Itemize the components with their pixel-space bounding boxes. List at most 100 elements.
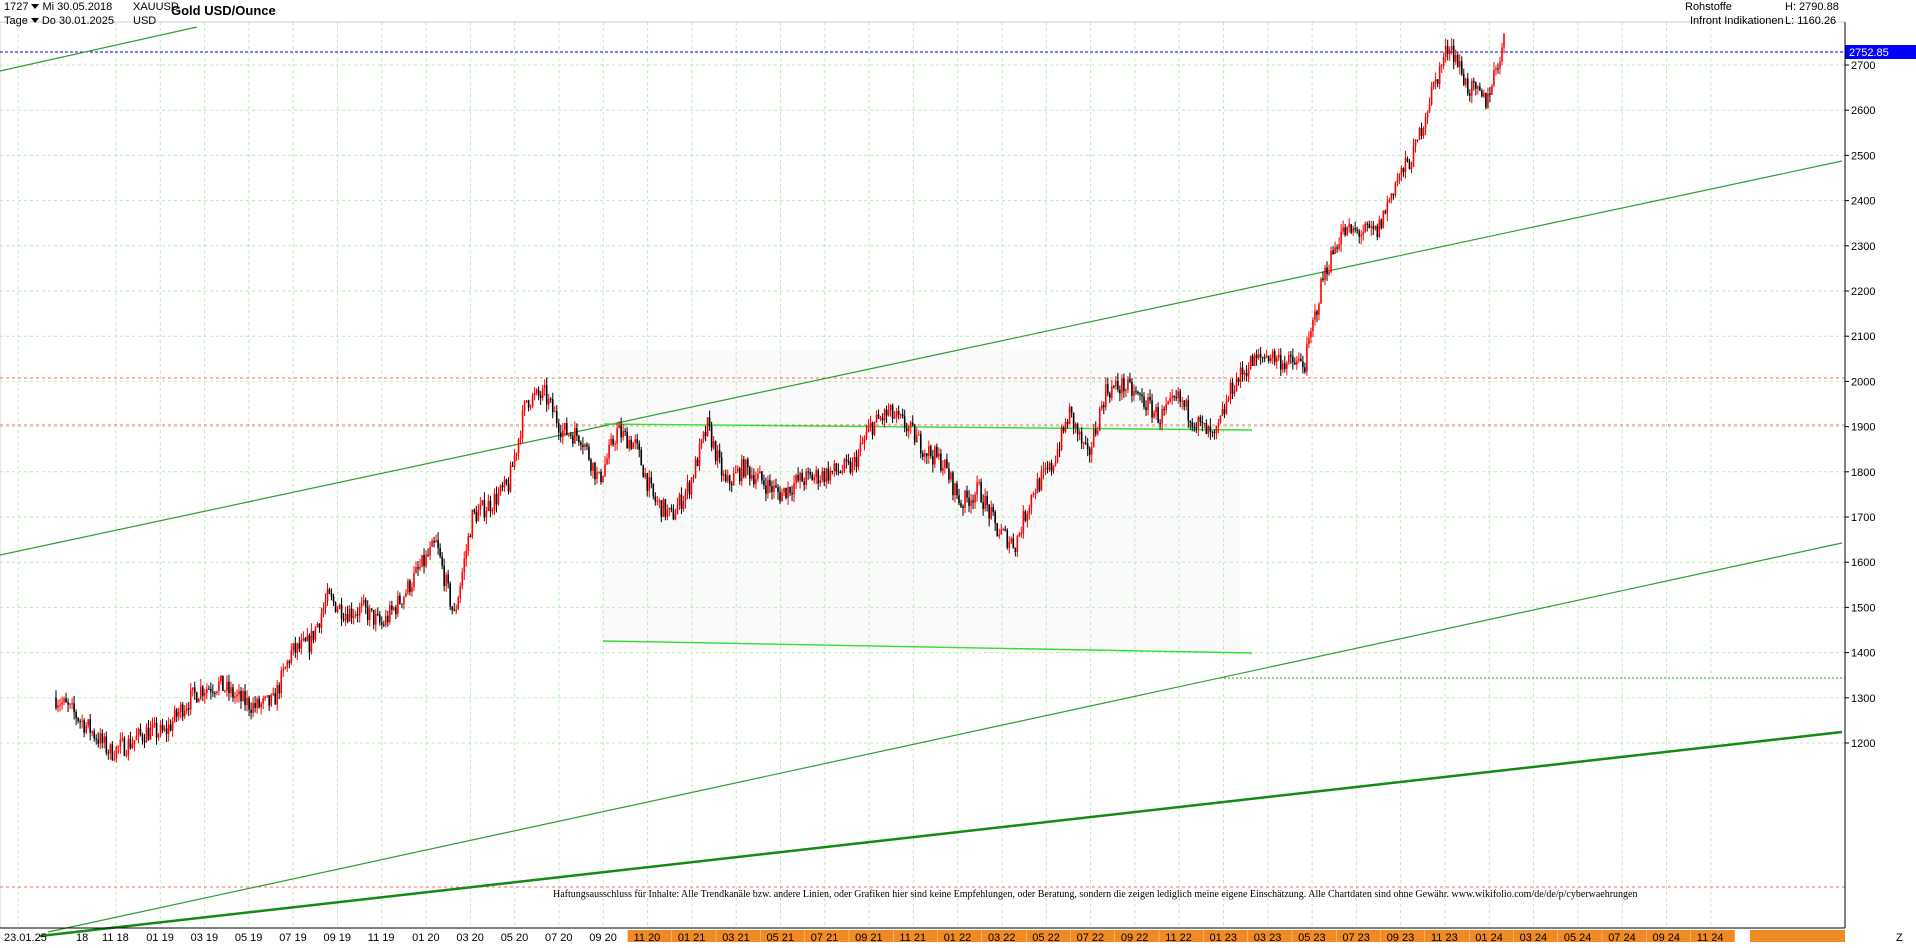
candle-body (73, 703, 75, 713)
triangle-shade (600, 350, 1240, 650)
candle-body (988, 504, 990, 519)
candle-body (204, 692, 206, 696)
candle-body (845, 459, 848, 462)
candle-body (1450, 45, 1453, 50)
candle-body (280, 670, 283, 694)
candle-body (749, 467, 751, 479)
candle-body (445, 574, 447, 586)
candle-body (1358, 231, 1360, 237)
candle-body (1396, 180, 1399, 184)
candle-body (1308, 337, 1310, 344)
currency: USD (133, 15, 157, 27)
candle-body (799, 473, 801, 481)
candle-body (374, 613, 377, 625)
candle-body (674, 514, 677, 520)
candle-body (232, 687, 234, 698)
candle-body (1129, 379, 1131, 382)
candle-body (1446, 46, 1449, 54)
candle-body (1263, 357, 1266, 359)
candle-body (1292, 356, 1294, 363)
candle-body (1336, 247, 1338, 249)
candle-body (791, 492, 793, 495)
candle-body (1340, 231, 1342, 245)
candle-body (105, 736, 108, 753)
x-axis-band (1247, 930, 1292, 942)
candle-body (529, 406, 532, 408)
candle-body (395, 607, 397, 614)
candle-body (1424, 117, 1427, 129)
candle-body (1462, 73, 1465, 85)
dropdown-arrow-icon[interactable] (30, 18, 39, 24)
candle-body (964, 490, 966, 509)
candle-body (1269, 357, 1272, 362)
candle-body (584, 444, 586, 448)
candle-body (1219, 415, 1222, 423)
candle-body (831, 470, 834, 472)
candle-body (143, 740, 146, 743)
candle-body (618, 425, 620, 429)
candle-body (296, 643, 299, 653)
candle-body (383, 624, 385, 626)
candle-body (298, 643, 301, 649)
candle-body (312, 631, 315, 640)
candle-body (83, 720, 85, 733)
candle-body (1155, 407, 1157, 413)
candle-body (1002, 529, 1005, 531)
candle-body (1088, 448, 1091, 455)
candle-body (634, 439, 636, 443)
x-axis-band (1469, 930, 1514, 942)
x-axis-band (1336, 930, 1381, 942)
candle-body (63, 698, 65, 703)
candle-body (644, 473, 647, 478)
candle-body (678, 494, 681, 506)
candle-body (841, 471, 844, 473)
candle-body (240, 690, 242, 702)
high-value: H: 2790.88 (1785, 1, 1839, 13)
candle-body (234, 696, 236, 698)
x-axis-band (1026, 930, 1071, 942)
x-axis-band (1070, 930, 1115, 942)
candle-body (109, 744, 112, 754)
candle-body (69, 703, 71, 705)
candle-body (1372, 226, 1375, 229)
candle-body (1225, 400, 1228, 414)
candle-body (1032, 493, 1035, 495)
candle-body (928, 446, 930, 457)
candle-body (1207, 426, 1210, 435)
candle-body (1195, 427, 1198, 429)
candle-body (574, 428, 576, 444)
candle-body (316, 623, 319, 628)
candle-body (986, 495, 988, 505)
dropdown-arrow-icon[interactable] (31, 4, 40, 10)
candle-body (702, 432, 705, 440)
candle-body (1326, 267, 1328, 275)
candle-body (350, 608, 353, 618)
candle-body (1402, 167, 1405, 172)
candle-body (763, 480, 765, 486)
candle-body (1493, 69, 1495, 86)
candle-body (354, 614, 357, 617)
x-axis-band (1557, 930, 1602, 942)
x-tick-label: 11 24 (1697, 932, 1724, 944)
candle-body (515, 453, 518, 456)
x-axis-band (1203, 930, 1248, 942)
candle-body (266, 695, 268, 697)
x-tick-label: 07 23 (1342, 932, 1370, 944)
candle-body (1006, 530, 1009, 548)
candle-body (1426, 111, 1429, 118)
candle-body (1117, 380, 1119, 390)
candle-body (141, 734, 144, 741)
candle-body (1074, 423, 1077, 428)
y-tick-label: 1600 (1851, 557, 1875, 569)
candle-body (248, 697, 250, 710)
candle-body (1133, 391, 1135, 396)
x-tick-label: 09 23 (1387, 932, 1415, 944)
candle-body (89, 719, 91, 733)
candle-body (302, 638, 305, 641)
candle-body (553, 411, 556, 413)
candle-body (1296, 360, 1298, 365)
candle-body (1422, 128, 1425, 136)
x-tick-label: 11 22 (1165, 932, 1192, 944)
x-axis-band (1602, 930, 1647, 942)
candle-body (1346, 226, 1348, 236)
